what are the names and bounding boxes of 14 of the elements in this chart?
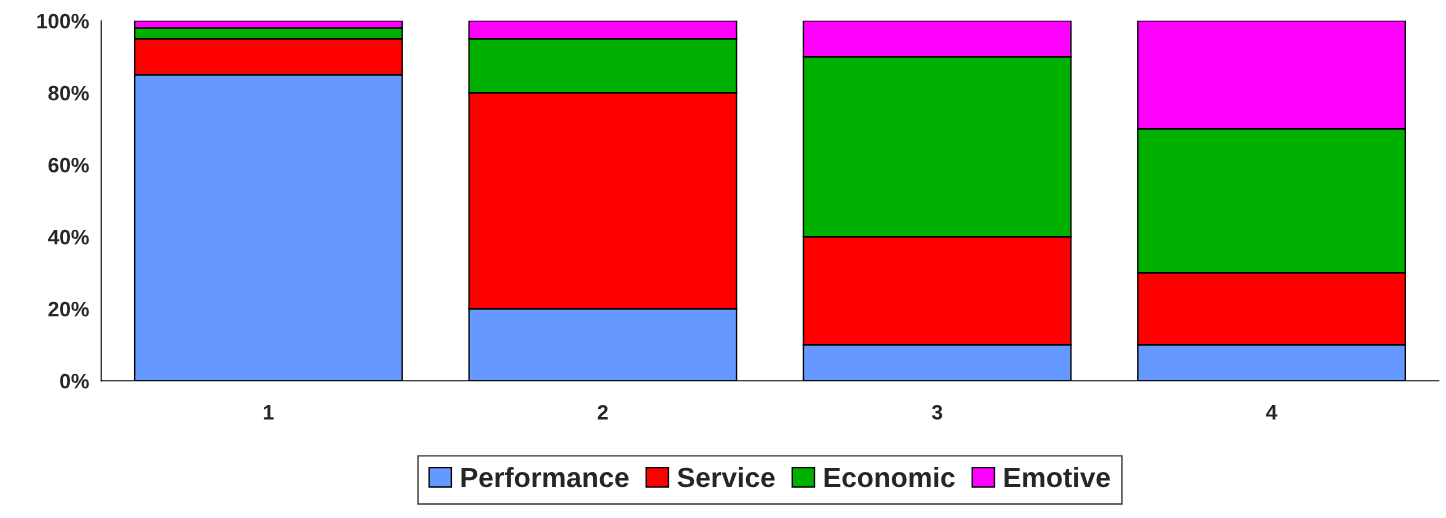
legend-label: Emotive bbox=[1004, 466, 1110, 488]
x-tick-label: 2 bbox=[597, 404, 608, 420]
y-tick-label: 0% bbox=[60, 373, 89, 389]
y-tick-label: 100% bbox=[37, 13, 89, 29]
x-tick-label: 4 bbox=[1266, 405, 1278, 420]
x-tick-label: 1 bbox=[263, 405, 274, 420]
y-tick-label: 20% bbox=[48, 301, 89, 317]
legend-label: Economic bbox=[824, 466, 955, 488]
y-tick-label: 60% bbox=[48, 157, 89, 173]
x-tick-label: 3 bbox=[931, 404, 943, 420]
legend-label: Performance bbox=[461, 466, 629, 488]
y-tick-label: 40% bbox=[48, 229, 89, 245]
legend-label: Service bbox=[677, 466, 775, 488]
y-tick-label: 80% bbox=[48, 85, 89, 101]
